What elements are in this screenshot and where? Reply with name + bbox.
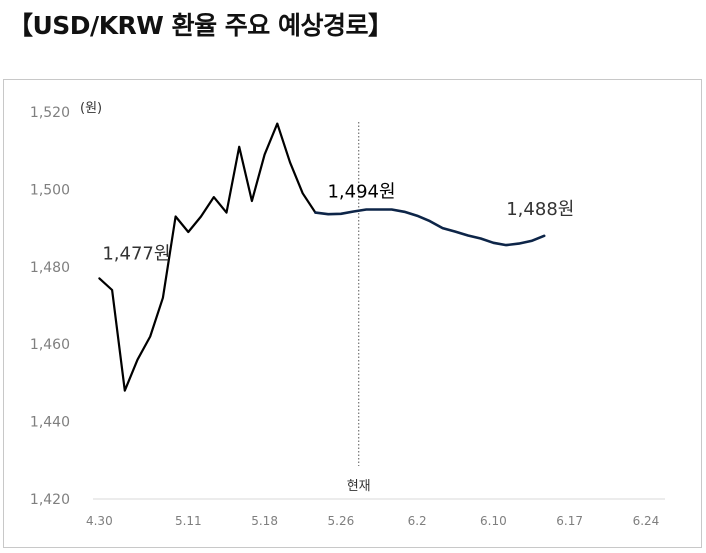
x-tick-label: 5.18 [251, 514, 278, 528]
x-tick-label: 6.10 [480, 514, 507, 528]
y-tick-label: 1,480 [30, 260, 70, 276]
chart-labels: 현재 1,477원 1,494원 1,488원 [102, 182, 574, 494]
x-tick-label: 6.24 [633, 514, 660, 528]
data-label: 1,494원 [327, 182, 395, 203]
forecast-series-line [314, 208, 546, 247]
chart-frame [3, 79, 702, 548]
chart-axes: 1,420 1,440 1,460 1,480 1,500 1,520 (원) 4.30 5.1… [30, 101, 665, 528]
y-tick-label: 1,440 [30, 415, 70, 431]
current-date-label: 현재 [347, 479, 371, 494]
chart-marks [98, 122, 546, 466]
x-tick-label: 4.30 [86, 514, 113, 528]
y-tick-label: 1,520 [30, 105, 70, 121]
y-tick-label: 1,460 [30, 337, 70, 353]
data-label: 1,488원 [506, 199, 574, 220]
data-label: 1,477원 [102, 243, 170, 264]
y-tick-label: 1,500 [30, 182, 70, 198]
y-axis-unit: (원) [80, 101, 102, 116]
x-tick-label: 6.17 [556, 514, 583, 528]
x-tick-label: 6.2 [408, 514, 427, 528]
x-tick-label: 5.26 [328, 514, 355, 528]
actual-series-line [98, 122, 317, 392]
page-title: 【USD/KRW 환율 주요 예상경로】 [8, 11, 393, 40]
y-tick-label: 1,420 [30, 492, 70, 508]
x-tick-label: 5.11 [175, 514, 202, 528]
